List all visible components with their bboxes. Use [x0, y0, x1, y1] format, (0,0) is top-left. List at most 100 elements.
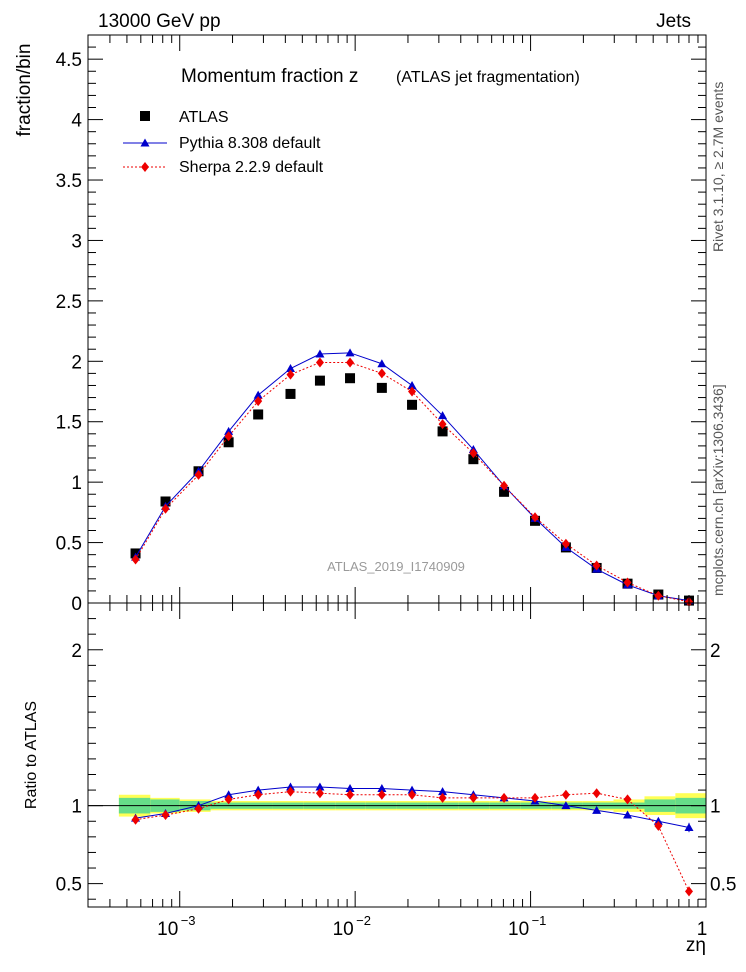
uncertainty-bands	[88, 793, 706, 819]
ratio-point-pythia	[285, 782, 295, 791]
main-point-pythia	[253, 390, 263, 399]
ratio-point-sherpa	[161, 810, 170, 821]
x-tick-label: 1	[697, 919, 708, 940]
legend-label-sherpa: Sherpa 2.2.9 default	[179, 159, 324, 176]
main-point-sherpa	[654, 590, 663, 601]
ratio-point-sherpa	[592, 788, 601, 799]
main-y-tick-label: 1.5	[56, 413, 82, 434]
ratio-point-sherpa	[623, 794, 632, 805]
main-point-sherpa	[531, 512, 540, 523]
ratio-point-sherpa	[224, 794, 233, 805]
ratio-y-tick-label: 0.5	[56, 875, 82, 896]
main-y-tick-label: 4.5	[56, 50, 82, 71]
ratio-point-sherpa	[286, 786, 295, 797]
main-point-atlas	[160, 496, 171, 507]
ratio-point-pythia	[623, 810, 633, 819]
main-y-tick-label: 2	[71, 352, 82, 373]
main-point-atlas	[437, 426, 448, 437]
main-point-atlas	[499, 486, 510, 497]
ratio-y-tick-label: 2	[71, 641, 82, 662]
ratio-point-pythia	[653, 816, 663, 825]
legend: ATLAS Pythia 8.308 default Sherpa 2.2.9 …	[123, 109, 324, 176]
ratio-point-pythia	[377, 784, 387, 793]
ratio-point-sherpa	[500, 792, 509, 803]
main-y-tick-label: 3	[71, 231, 82, 252]
legend-entry-pythia: Pythia 8.308 default	[123, 135, 321, 152]
ratio-y-axis-label: Ratio to ATLAS	[23, 701, 40, 809]
x-tick-exponent: −2	[356, 913, 371, 928]
main-y-tick-label: 0.5	[56, 534, 82, 555]
main-point-atlas	[376, 382, 387, 393]
main-point-sherpa	[254, 396, 263, 407]
main-point-atlas	[345, 373, 356, 384]
header-process: Jets	[656, 11, 691, 32]
legend-marker-sherpa	[141, 162, 149, 172]
ratio-point-pythia	[345, 784, 355, 793]
ratio-point-pythia	[407, 785, 417, 794]
ratio-point-sherpa	[408, 789, 417, 800]
ratio-point-sherpa	[131, 814, 140, 825]
main-point-pythia	[315, 349, 325, 358]
main-point-pythia	[377, 359, 387, 368]
main-point-pythia	[345, 348, 355, 357]
legend-marker-atlas	[140, 111, 150, 121]
main-point-atlas	[223, 437, 234, 448]
legend-entry-sherpa: Sherpa 2.2.9 default	[123, 159, 324, 176]
chart-title: Momentum fraction z	[181, 66, 358, 87]
ratio-point-sherpa	[684, 886, 693, 897]
ratio-point-pythia	[561, 801, 571, 810]
legend-label-pythia: Pythia 8.308 default	[179, 135, 321, 152]
main-y-tick-label: 2.5	[56, 292, 82, 313]
ratio-y-tick-label-right: 1	[710, 797, 721, 818]
ratio-y-tick-label-right: 2	[710, 641, 721, 662]
main-point-sherpa	[469, 448, 478, 459]
main-y-axis-label: fraction/bin	[14, 44, 35, 137]
main-point-sherpa	[194, 469, 203, 480]
main-point-atlas	[285, 388, 296, 399]
main-point-pythia	[224, 426, 234, 435]
main-point-sherpa	[592, 560, 601, 571]
main-y-tick-label: 1	[71, 473, 82, 494]
chart-subtitle: (ATLAS jet fragmentation)	[396, 69, 580, 86]
main-point-pythia	[407, 380, 417, 389]
ratio-point-pythia	[224, 790, 234, 799]
main-point-sherpa	[161, 503, 170, 514]
ratio-point-sherpa	[654, 820, 663, 831]
ratio-point-pythia	[684, 822, 694, 831]
ratio-point-pythia	[438, 787, 448, 796]
ratio-y-tick-label: 1	[71, 797, 82, 818]
legend-marker-pythia	[140, 138, 150, 147]
ratio-point-sherpa	[561, 789, 570, 800]
ratio-point-sherpa	[377, 789, 386, 800]
main-point-sherpa	[438, 419, 447, 430]
main-point-pythia	[438, 411, 448, 420]
main-point-sherpa	[315, 357, 324, 368]
ratio-plot-frame	[87, 602, 707, 908]
header-collision: 13000 GeV pp	[98, 11, 221, 32]
x-tick-exponent: −1	[532, 913, 547, 928]
main-point-atlas	[314, 375, 325, 386]
main-point-sherpa	[224, 431, 233, 442]
mcplots-source-note: mcplots.cern.ch [arXiv:1306.3436]	[710, 384, 726, 596]
ratio-point-sherpa	[531, 792, 540, 803]
ratio-point-sherpa	[469, 792, 478, 803]
legend-label-atlas: ATLAS	[179, 109, 229, 126]
main-y-tick-label: 0	[71, 594, 82, 615]
x-tick-label: 10	[333, 919, 354, 940]
main-point-sherpa	[377, 368, 386, 379]
main-point-sherpa	[623, 577, 632, 588]
ratio-y-tick-label-right: 0.5	[710, 875, 736, 896]
ratio-point-sherpa	[346, 789, 355, 800]
main-point-atlas	[468, 454, 479, 465]
ratio-point-sherpa	[194, 803, 203, 814]
main-point-atlas	[407, 399, 418, 410]
main-point-sherpa	[346, 357, 355, 368]
main-y-tick-label: 3.5	[56, 171, 82, 192]
x-axis-label: zη	[686, 935, 706, 956]
ratio-point-pythia	[592, 805, 602, 814]
main-point-sherpa	[408, 386, 417, 397]
ratio-point-sherpa	[438, 792, 447, 803]
ratio-point-pythia	[315, 782, 325, 791]
ratio-point-pythia	[253, 785, 263, 794]
x-tick-label: 10	[157, 919, 178, 940]
